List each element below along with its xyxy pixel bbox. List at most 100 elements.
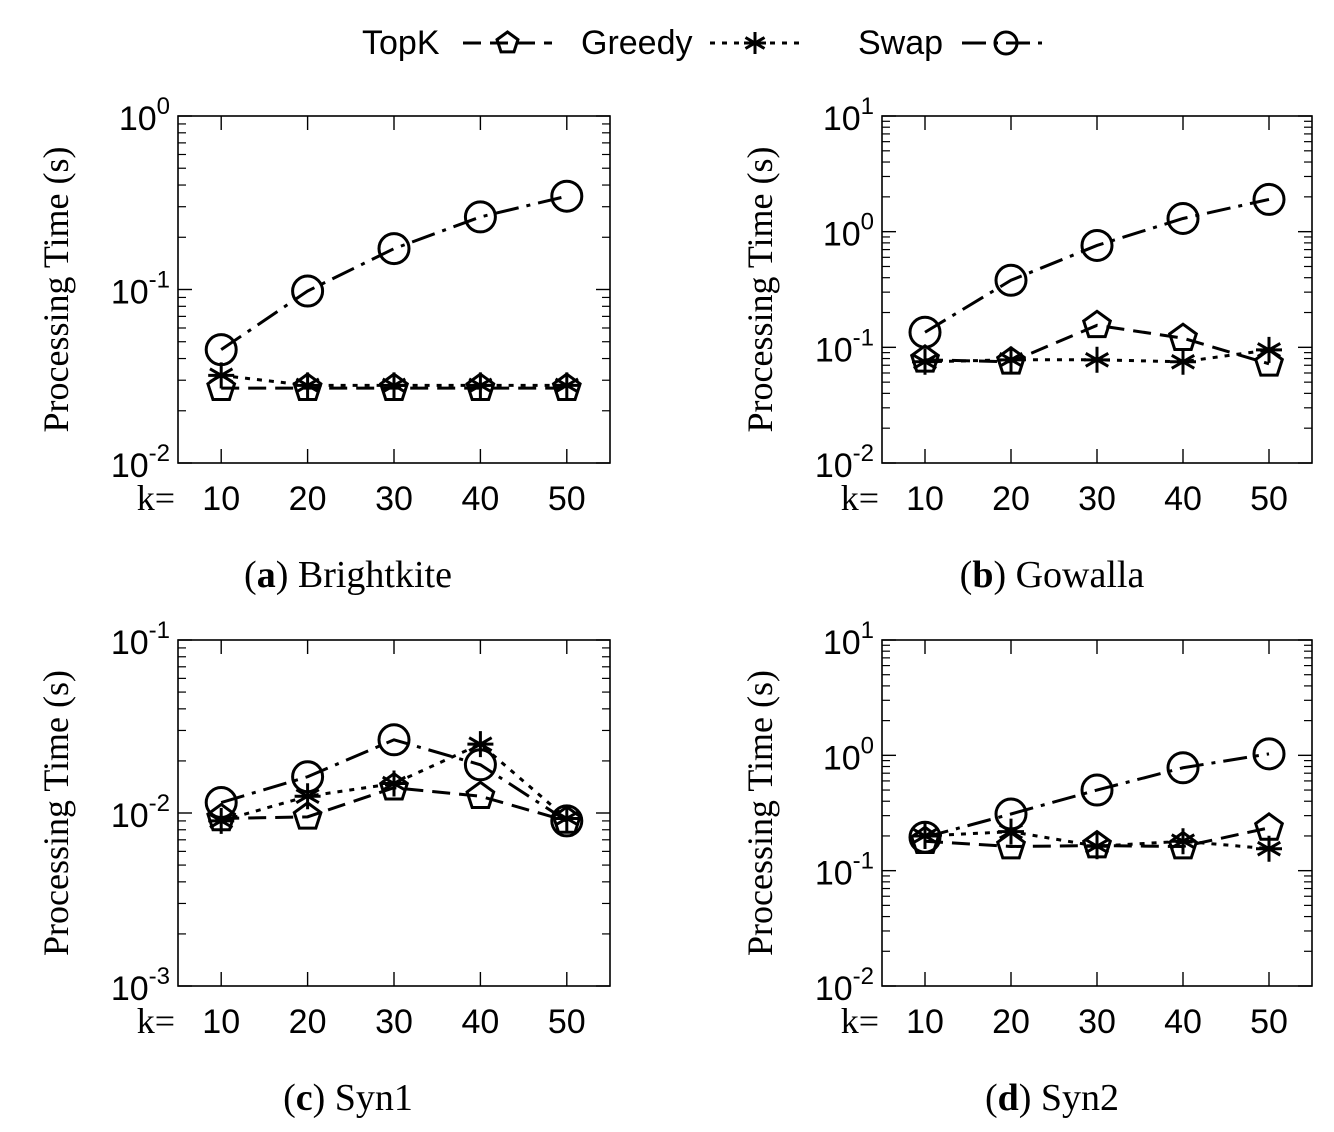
- chart-panel-d: 10-2 10-1 100 101 10 20 30 40 50 k= Processing Tim…: [740, 617, 1313, 1119]
- y-tick-label: 100: [119, 93, 170, 138]
- y-axis-label: Processing Time (s): [36, 146, 76, 432]
- data-point-topk: [292, 800, 323, 830]
- plot-frame: [177, 115, 611, 464]
- panels: 10-2 10-1 100 10 20 30 40 50 k= Processing Time (…: [36, 93, 1313, 1119]
- y-tick-label: 10-1: [111, 617, 170, 662]
- data-point-greedy: [1084, 346, 1110, 373]
- data-point-swap: [291, 760, 325, 794]
- data-point-greedy: [553, 372, 580, 399]
- legend-marker-topk: [495, 30, 520, 54]
- data-point-swap: [994, 797, 1028, 831]
- data-point-greedy: [208, 807, 235, 834]
- x-axis-prefix: k=: [137, 478, 175, 518]
- series-swap: [908, 182, 1286, 349]
- data-point-swap: [1080, 228, 1114, 262]
- data-point-topk: [465, 780, 496, 810]
- data-point-topk: [1253, 347, 1285, 377]
- data-point-greedy: [294, 372, 321, 399]
- data-point-swap: [377, 723, 411, 757]
- y-tick-label: 10-2: [111, 790, 170, 835]
- legend-label-topk: TopK: [362, 24, 440, 62]
- data-point-topk: [995, 830, 1027, 860]
- y-tick-label: 10-2: [815, 440, 874, 485]
- y-tick-label: 10-1: [815, 324, 874, 369]
- data-point-swap: [1252, 737, 1286, 771]
- x-tick-label: 50: [548, 480, 586, 518]
- data-point-topk: [465, 372, 496, 401]
- x-axis-prefix: k=: [841, 478, 879, 518]
- data-point-topk: [1253, 812, 1285, 841]
- chart-panel-a: 10-2 10-1 100 10 20 30 40 50 k= Processing Time (…: [36, 93, 611, 596]
- y-tick-label: 100: [823, 732, 874, 777]
- x-tick-label: 40: [1164, 480, 1202, 518]
- data-point-swap: [908, 820, 942, 854]
- x-tick-label: 30: [1078, 480, 1116, 518]
- data-point-greedy: [998, 346, 1024, 373]
- y-tick-label: 10-3: [111, 963, 170, 1008]
- data-point-swap: [908, 315, 942, 349]
- x-tick-label: 40: [1164, 1003, 1202, 1041]
- x-tick-label: 20: [289, 480, 327, 518]
- series-line-swap: [924, 752, 1270, 839]
- data-point-topk: [995, 345, 1027, 375]
- data-point-greedy: [1170, 348, 1196, 375]
- data-point-greedy: [467, 372, 494, 399]
- x-axis-prefix: k=: [137, 1001, 175, 1041]
- data-point-swap: [377, 232, 411, 266]
- x-tick-label: 30: [375, 1003, 413, 1041]
- data-point-greedy: [467, 731, 494, 758]
- data-point-greedy: [553, 805, 580, 832]
- x-tick-label: 20: [992, 1003, 1030, 1041]
- data-point-swap: [204, 333, 238, 367]
- legend: TopK Greedy Swap: [362, 24, 1050, 62]
- series-swap: [204, 179, 584, 367]
- legend-marker-greedy: [744, 32, 766, 54]
- y-tick-label: 10-1: [111, 267, 170, 312]
- x-tick-label: 10: [906, 1003, 944, 1041]
- data-point-greedy: [208, 362, 235, 389]
- y-axis-label: Processing Time (s): [740, 146, 780, 432]
- chart-panel-b: 10-2 10-1 100 101 10 20 30 40 50 k= Processing Tim…: [740, 93, 1313, 596]
- data-point-greedy: [1084, 833, 1110, 860]
- data-point-greedy: [381, 372, 407, 399]
- data-point-swap: [463, 748, 497, 782]
- x-tick-label: 30: [375, 480, 413, 518]
- data-point-greedy: [294, 783, 321, 810]
- data-point-swap: [291, 274, 325, 308]
- series-swap: [908, 737, 1286, 854]
- x-tick-label: 10: [202, 480, 240, 518]
- series-line-swap: [220, 194, 568, 351]
- data-point-swap: [994, 263, 1028, 297]
- plot-frame: [177, 639, 611, 987]
- x-axis-prefix: k=: [841, 1001, 879, 1041]
- x-tick-label: 20: [289, 1003, 327, 1041]
- series-line-topk: [924, 323, 1270, 366]
- data-point-swap: [204, 785, 238, 819]
- data-point-swap: [463, 200, 497, 234]
- x-tick-label: 40: [461, 480, 499, 518]
- plot-frame: [881, 115, 1313, 464]
- y-tick-label: 10-2: [111, 440, 170, 485]
- y-axis-label: Processing Time (s): [36, 670, 76, 956]
- data-point-greedy: [912, 348, 938, 375]
- panel-caption: (c) Syn1: [283, 1077, 413, 1119]
- panel-caption: (a) Brightkite: [244, 554, 452, 596]
- y-tick-label: 101: [823, 93, 874, 138]
- x-tick-label: 50: [548, 1003, 586, 1041]
- x-tick-label: 10: [202, 1003, 240, 1041]
- series-line-swap: [924, 197, 1270, 334]
- x-tick-label: 30: [1078, 1003, 1116, 1041]
- data-point-greedy: [1256, 336, 1282, 363]
- legend-label-swap: Swap: [858, 24, 943, 62]
- data-point-topk: [378, 771, 410, 801]
- plot-frame: [881, 639, 1313, 987]
- data-point-swap: [1252, 182, 1286, 216]
- series-greedy: [912, 336, 1282, 375]
- panel-caption: (d) Syn2: [985, 1077, 1119, 1119]
- x-tick-label: 50: [1250, 480, 1288, 518]
- data-point-topk: [292, 372, 323, 401]
- y-tick-label: 10-2: [815, 963, 874, 1008]
- y-axis-label: Processing Time (s): [740, 670, 780, 956]
- x-tick-label: 50: [1250, 1003, 1288, 1041]
